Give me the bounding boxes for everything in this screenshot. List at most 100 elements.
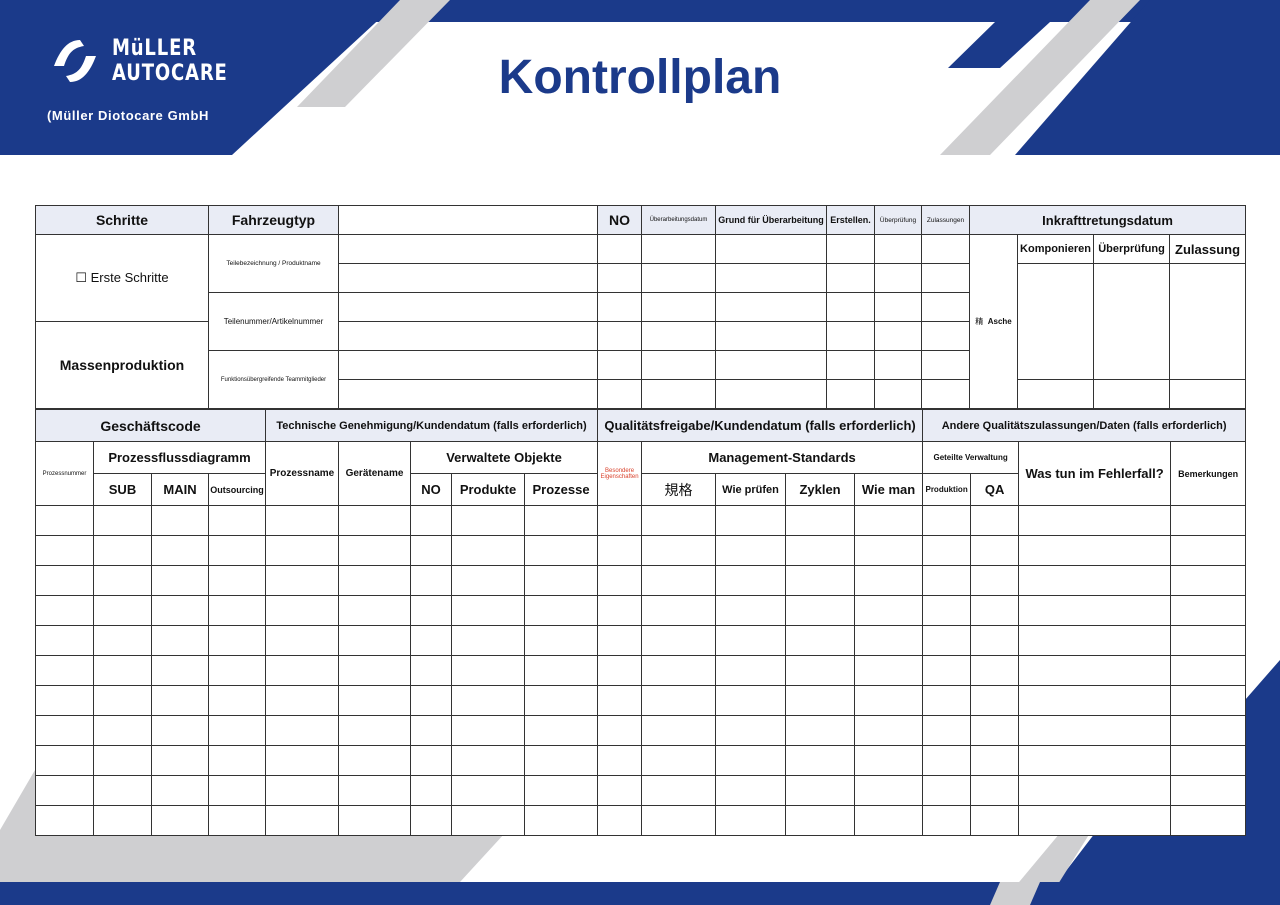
table-cell[interactable]	[410, 565, 452, 596]
table-cell[interactable]	[410, 775, 452, 806]
table-cell[interactable]	[597, 685, 643, 716]
table-cell[interactable]	[597, 775, 643, 806]
table-cell[interactable]	[785, 625, 856, 656]
table-cell[interactable]	[410, 715, 452, 746]
table-cell[interactable]	[338, 775, 411, 806]
table-cell[interactable]	[1170, 505, 1247, 536]
cell[interactable]	[921, 321, 970, 351]
table-cell[interactable]	[265, 805, 339, 836]
table-cell[interactable]	[597, 805, 643, 836]
table-cell[interactable]	[785, 535, 856, 566]
table-cell[interactable]	[970, 505, 1020, 536]
table-cell[interactable]	[451, 565, 525, 596]
table-cell[interactable]	[715, 595, 787, 626]
table-cell[interactable]	[208, 505, 266, 536]
table-cell[interactable]	[922, 565, 972, 596]
table-cell[interactable]	[151, 715, 209, 746]
table-cell[interactable]	[1018, 565, 1172, 596]
cell[interactable]	[826, 379, 875, 409]
table-cell[interactable]	[265, 505, 339, 536]
table-cell[interactable]	[597, 565, 643, 596]
table-cell[interactable]	[922, 715, 972, 746]
table-cell[interactable]	[922, 505, 972, 536]
cell[interactable]	[826, 350, 875, 380]
table-cell[interactable]	[208, 535, 266, 566]
cell[interactable]	[641, 234, 716, 264]
table-cell[interactable]	[1018, 775, 1172, 806]
table-cell[interactable]	[451, 715, 525, 746]
table-cell[interactable]	[151, 625, 209, 656]
cell[interactable]	[921, 379, 970, 409]
table-cell[interactable]	[208, 805, 266, 836]
table-cell[interactable]	[1018, 535, 1172, 566]
table-cell[interactable]	[970, 595, 1020, 626]
table-cell[interactable]	[338, 595, 411, 626]
table-cell[interactable]	[970, 745, 1020, 776]
table-cell[interactable]	[1170, 685, 1247, 716]
table-cell[interactable]	[338, 715, 411, 746]
cell[interactable]	[874, 350, 922, 380]
cell[interactable]	[597, 263, 642, 293]
cell[interactable]	[641, 292, 716, 322]
table-cell[interactable]	[1018, 805, 1172, 836]
table-cell[interactable]	[854, 775, 924, 806]
cell[interactable]	[338, 234, 598, 264]
table-cell[interactable]	[208, 625, 266, 656]
cell[interactable]	[715, 321, 827, 351]
table-cell[interactable]	[715, 685, 787, 716]
table-cell[interactable]	[785, 565, 856, 596]
table-cell[interactable]	[922, 655, 972, 686]
table-cell[interactable]	[93, 505, 152, 536]
cell[interactable]	[826, 321, 875, 351]
cell[interactable]	[826, 234, 875, 264]
cell[interactable]	[921, 234, 970, 264]
cell[interactable]	[874, 234, 922, 264]
table-cell[interactable]	[1170, 655, 1247, 686]
table-cell[interactable]	[265, 655, 339, 686]
cell[interactable]	[597, 234, 642, 264]
table-cell[interactable]	[785, 775, 856, 806]
table-cell[interactable]	[1018, 655, 1172, 686]
table-cell[interactable]	[35, 625, 94, 656]
cell[interactable]	[1017, 379, 1094, 409]
table-cell[interactable]	[523, 655, 599, 686]
table-cell[interactable]	[970, 655, 1020, 686]
table-cell[interactable]	[265, 775, 339, 806]
table-cell[interactable]	[854, 655, 924, 686]
table-cell[interactable]	[922, 805, 972, 836]
table-cell[interactable]	[208, 595, 266, 626]
fahrzeugtyp-field[interactable]	[338, 205, 598, 235]
table-cell[interactable]	[338, 655, 411, 686]
table-cell[interactable]	[410, 685, 452, 716]
table-cell[interactable]	[208, 775, 266, 806]
cell[interactable]	[874, 321, 922, 351]
table-cell[interactable]	[151, 685, 209, 716]
table-cell[interactable]	[151, 775, 209, 806]
table-cell[interactable]	[715, 625, 787, 656]
table-cell[interactable]	[523, 535, 599, 566]
table-cell[interactable]	[338, 565, 411, 596]
table-cell[interactable]	[523, 685, 599, 716]
erste-schritte-checkbox[interactable]: ☐ Erste Schritte	[35, 234, 209, 322]
table-cell[interactable]	[922, 775, 972, 806]
table-cell[interactable]	[523, 715, 599, 746]
table-cell[interactable]	[970, 535, 1020, 566]
cell[interactable]	[715, 292, 827, 322]
cell[interactable]	[874, 263, 922, 293]
komponieren-field[interactable]	[1017, 263, 1094, 380]
table-cell[interactable]	[265, 565, 339, 596]
table-cell[interactable]	[523, 565, 599, 596]
table-cell[interactable]	[93, 805, 152, 836]
table-cell[interactable]	[641, 655, 717, 686]
table-cell[interactable]	[970, 565, 1020, 596]
cell[interactable]	[338, 263, 598, 293]
table-cell[interactable]	[35, 715, 94, 746]
table-cell[interactable]	[35, 535, 94, 566]
table-cell[interactable]	[151, 505, 209, 536]
table-cell[interactable]	[523, 805, 599, 836]
table-cell[interactable]	[715, 565, 787, 596]
table-cell[interactable]	[208, 745, 266, 776]
table-cell[interactable]	[1170, 625, 1247, 656]
table-cell[interactable]	[641, 505, 717, 536]
table-cell[interactable]	[151, 595, 209, 626]
